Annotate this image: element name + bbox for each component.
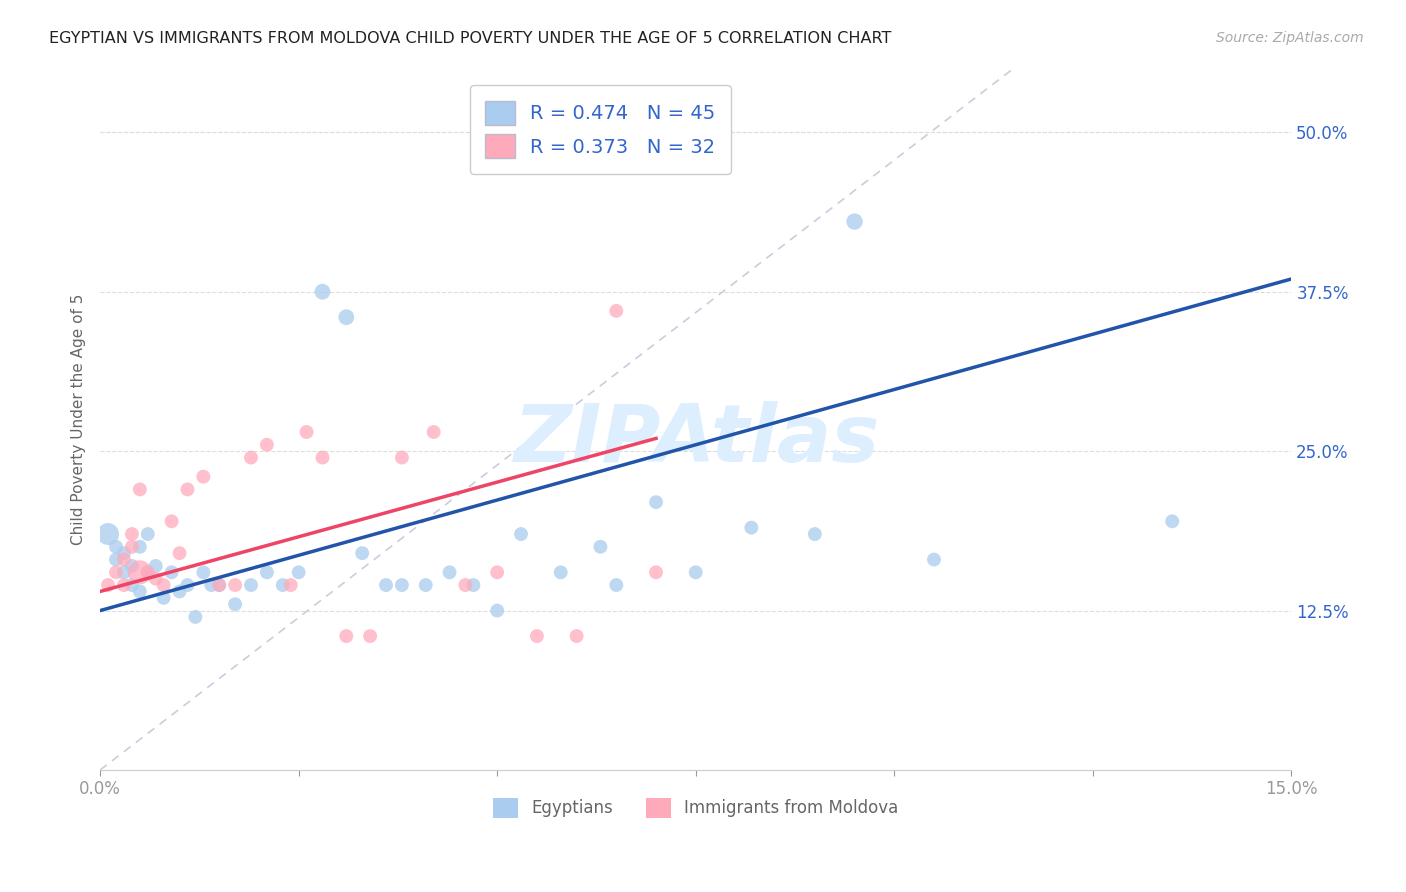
Point: [136, 527, 159, 541]
Point: [335, 629, 357, 643]
Point: [169, 584, 191, 599]
Point: [128, 584, 150, 599]
Point: [295, 425, 318, 439]
Point: [335, 310, 357, 325]
Point: [208, 578, 231, 592]
Point: [311, 450, 333, 465]
Point: [526, 629, 548, 643]
Point: [804, 527, 827, 541]
Point: [208, 578, 231, 592]
Point: [145, 558, 167, 573]
Legend: Egyptians, Immigrants from Moldova: Egyptians, Immigrants from Moldova: [486, 791, 905, 825]
Point: [136, 566, 159, 580]
Point: [415, 578, 437, 592]
Point: [391, 578, 413, 592]
Point: [454, 578, 477, 592]
Point: [375, 578, 398, 592]
Point: [136, 566, 159, 580]
Point: [176, 483, 198, 497]
Point: [271, 578, 294, 592]
Point: [685, 566, 707, 580]
Point: [169, 546, 191, 560]
Text: EGYPTIAN VS IMMIGRANTS FROM MOLDOVA CHILD POVERTY UNDER THE AGE OF 5 CORRELATION: EGYPTIAN VS IMMIGRANTS FROM MOLDOVA CHIL…: [49, 31, 891, 46]
Point: [922, 552, 945, 566]
Point: [486, 603, 509, 617]
Point: [97, 578, 120, 592]
Point: [311, 285, 333, 299]
Point: [256, 566, 278, 580]
Text: Source: ZipAtlas.com: Source: ZipAtlas.com: [1216, 31, 1364, 45]
Point: [645, 566, 668, 580]
Text: ZIPAtlas: ZIPAtlas: [513, 401, 879, 479]
Point: [463, 578, 485, 592]
Point: [550, 566, 572, 580]
Point: [121, 527, 143, 541]
Point: [645, 495, 668, 509]
Point: [193, 566, 215, 580]
Point: [112, 578, 135, 592]
Point: [280, 578, 302, 592]
Point: [844, 214, 866, 228]
Point: [176, 578, 198, 592]
Point: [152, 591, 174, 605]
Point: [128, 540, 150, 554]
Point: [240, 450, 263, 465]
Point: [1161, 514, 1184, 528]
Point: [422, 425, 444, 439]
Point: [112, 566, 135, 580]
Point: [121, 578, 143, 592]
Point: [145, 572, 167, 586]
Point: [97, 527, 120, 541]
Point: [240, 578, 263, 592]
Point: [256, 438, 278, 452]
Point: [128, 483, 150, 497]
Point: [224, 578, 246, 592]
Point: [193, 469, 215, 483]
Point: [486, 566, 509, 580]
Point: [391, 450, 413, 465]
Point: [160, 566, 183, 580]
Point: [200, 578, 222, 592]
Point: [589, 540, 612, 554]
Point: [605, 303, 627, 318]
Y-axis label: Child Poverty Under the Age of 5: Child Poverty Under the Age of 5: [72, 293, 86, 545]
Point: [740, 521, 762, 535]
Point: [565, 629, 588, 643]
Point: [510, 527, 533, 541]
Point: [224, 597, 246, 611]
Point: [352, 546, 374, 560]
Point: [105, 566, 128, 580]
Point: [184, 610, 207, 624]
Point: [112, 552, 135, 566]
Point: [359, 629, 381, 643]
Point: [439, 566, 461, 580]
Point: [287, 566, 309, 580]
Point: [605, 578, 627, 592]
Point: [121, 540, 143, 554]
Point: [121, 558, 143, 573]
Point: [105, 552, 128, 566]
Point: [160, 514, 183, 528]
Point: [112, 546, 135, 560]
Point: [105, 540, 128, 554]
Point: [152, 578, 174, 592]
Point: [128, 566, 150, 580]
